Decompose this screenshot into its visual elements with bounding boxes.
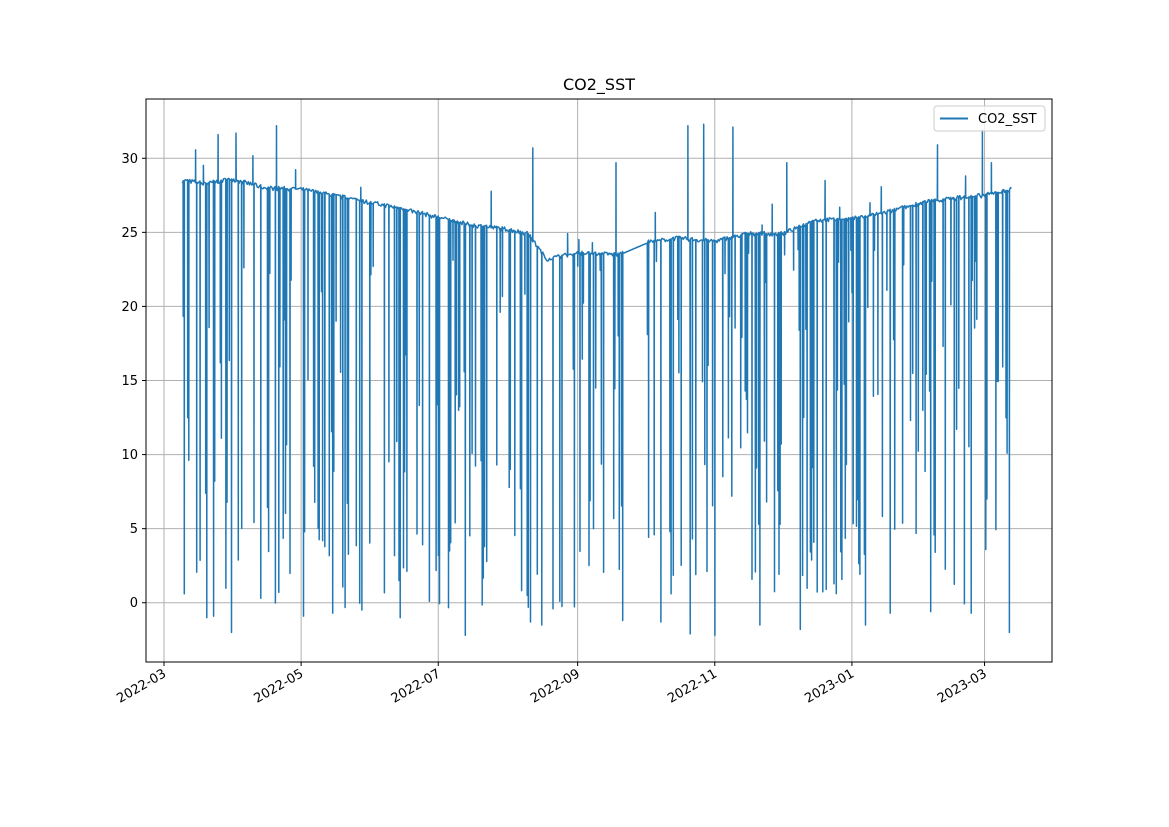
y-tick-label: 5 — [130, 522, 138, 537]
legend-box — [933, 105, 1046, 132]
chart-title: CO2_SST — [563, 75, 635, 95]
y-tick-label: 15 — [121, 374, 138, 389]
y-tick-label: 10 — [121, 448, 138, 463]
plot-frame — [145, 98, 1053, 663]
legend-label: CO2_SST — [978, 112, 1037, 127]
y-tick-label: 25 — [121, 226, 138, 241]
y-tick-label: 0 — [130, 596, 138, 611]
y-tick-label: 20 — [121, 300, 138, 315]
y-tick-label: 30 — [121, 152, 138, 167]
series-co2-sst — [181, 123, 1012, 637]
legend: CO2_SST — [933, 105, 1046, 132]
series-line-co2-sst — [181, 123, 1012, 637]
